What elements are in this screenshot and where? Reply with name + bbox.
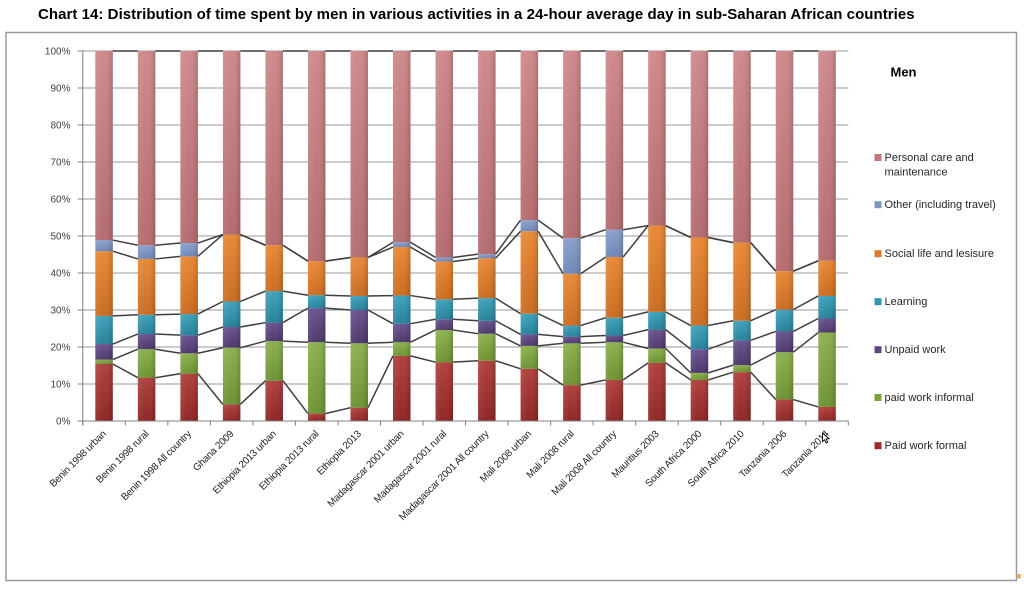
svg-text:10%: 10% — [50, 380, 70, 391]
svg-text:Social life and lesisure: Social life and lesisure — [885, 248, 994, 260]
svg-text:0%: 0% — [56, 417, 71, 428]
svg-text:Paid work formal: Paid work formal — [885, 440, 967, 452]
svg-text:Other (including travel): Other (including travel) — [885, 199, 996, 211]
svg-text:40%: 40% — [50, 269, 70, 280]
svg-text:70%: 70% — [50, 158, 70, 169]
svg-text:80%: 80% — [50, 121, 70, 132]
svg-text:paid work informal: paid work informal — [885, 392, 974, 404]
svg-text:20%: 20% — [50, 343, 70, 354]
svg-text:Men: Men — [891, 64, 917, 79]
svg-text:maintenance: maintenance — [885, 166, 948, 178]
svg-text:Unpaid work: Unpaid work — [885, 344, 947, 356]
svg-text:50%: 50% — [50, 232, 70, 243]
svg-text:90%: 90% — [50, 84, 70, 95]
svg-text:100%: 100% — [45, 47, 71, 58]
svg-text:Learning: Learning — [885, 296, 928, 308]
svg-text:30%: 30% — [50, 306, 70, 317]
svg-text:60%: 60% — [50, 195, 70, 206]
svg-text:Personal care and: Personal care and — [885, 152, 974, 164]
svg-text:Chart 14: Distribution of time: Chart 14: Distribution of time spent by … — [38, 6, 915, 23]
